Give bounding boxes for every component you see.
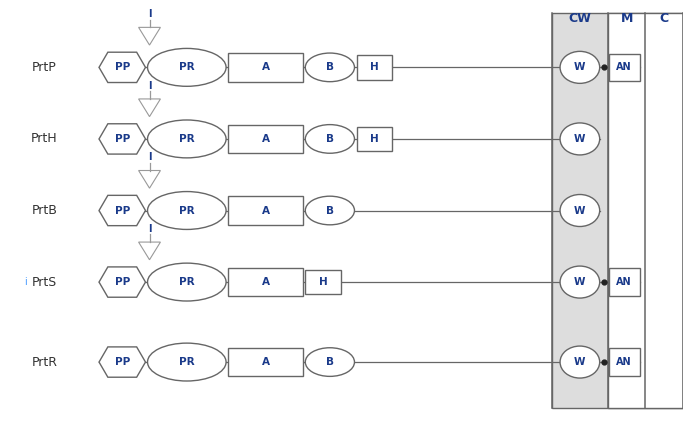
Ellipse shape [560,51,600,83]
Ellipse shape [560,123,600,155]
Polygon shape [139,242,161,260]
FancyBboxPatch shape [357,127,392,151]
Text: I: I [148,152,151,162]
Ellipse shape [305,125,354,153]
FancyBboxPatch shape [228,53,303,82]
Ellipse shape [148,263,226,301]
Text: I: I [148,224,151,234]
Text: PrtB: PrtB [31,204,57,217]
FancyBboxPatch shape [608,13,683,408]
Text: C: C [660,13,669,25]
Text: H: H [370,134,378,144]
Ellipse shape [148,192,226,229]
Text: PrtH: PrtH [31,133,57,145]
Text: W: W [574,205,585,216]
Polygon shape [139,99,161,117]
Text: A: A [262,205,270,216]
FancyBboxPatch shape [228,125,303,153]
Text: B: B [326,62,334,72]
Text: AN: AN [617,62,632,72]
Polygon shape [99,52,145,83]
FancyBboxPatch shape [305,270,341,294]
Text: PR: PR [179,62,195,72]
Text: CW: CW [568,13,591,25]
FancyBboxPatch shape [609,53,640,81]
Text: PrtR: PrtR [31,356,57,368]
Polygon shape [99,195,145,226]
Text: W: W [574,62,585,72]
Ellipse shape [560,195,600,226]
Polygon shape [99,124,145,154]
Text: PrtS: PrtS [32,276,57,288]
Text: PP: PP [115,134,130,144]
Ellipse shape [305,196,354,225]
Text: A: A [262,357,270,367]
Text: PP: PP [115,205,130,216]
Polygon shape [99,267,145,297]
Text: AN: AN [617,357,632,367]
Text: B: B [326,357,334,367]
Text: A: A [262,277,270,287]
FancyBboxPatch shape [552,13,683,408]
Ellipse shape [560,266,600,298]
Text: PR: PR [179,277,195,287]
Text: PP: PP [115,62,130,72]
Polygon shape [139,27,161,45]
Text: W: W [574,134,585,144]
Text: H: H [370,62,378,72]
FancyBboxPatch shape [228,348,303,376]
Text: M: M [620,13,633,25]
Text: A: A [262,134,270,144]
Text: PR: PR [179,357,195,367]
FancyBboxPatch shape [228,268,303,296]
FancyBboxPatch shape [609,269,640,296]
Text: PR: PR [179,205,195,216]
Polygon shape [99,347,145,377]
Text: PrtP: PrtP [32,61,57,74]
Text: PR: PR [179,134,195,144]
FancyBboxPatch shape [357,55,392,80]
Ellipse shape [305,348,354,376]
Ellipse shape [305,53,354,82]
Polygon shape [139,171,161,188]
FancyBboxPatch shape [228,196,303,225]
Text: W: W [574,357,585,367]
Ellipse shape [148,120,226,158]
Ellipse shape [560,346,600,378]
FancyBboxPatch shape [609,349,640,376]
Ellipse shape [148,48,226,86]
Text: AN: AN [617,277,632,287]
Text: I: I [148,80,151,91]
Text: H: H [319,277,327,287]
Text: PP: PP [115,277,130,287]
Ellipse shape [148,343,226,381]
Text: A: A [262,62,270,72]
Text: B: B [326,205,334,216]
Text: PP: PP [115,357,130,367]
Text: i: i [24,277,27,287]
Text: I: I [148,9,151,19]
Text: W: W [574,277,585,287]
Text: B: B [326,134,334,144]
